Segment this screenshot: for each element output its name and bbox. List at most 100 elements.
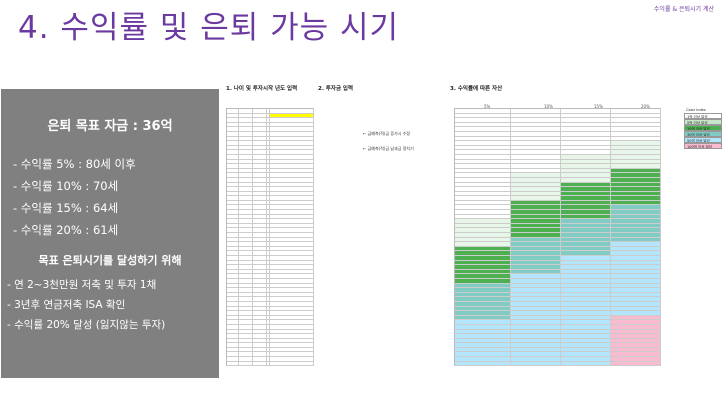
grid-cell	[511, 324, 561, 330]
grid-cell	[253, 306, 267, 312]
grid-cell	[270, 274, 314, 279]
grid-cell	[267, 223, 270, 229]
grid-cell	[227, 131, 239, 137]
grid-cell	[227, 223, 239, 229]
grid-cell	[239, 246, 253, 252]
grid-cell	[511, 109, 561, 114]
grid-row	[455, 347, 661, 353]
grid-cell	[511, 122, 561, 128]
grid-cell	[270, 338, 314, 344]
grid-cell	[611, 228, 661, 234]
grid-cell	[455, 145, 511, 151]
grid-cell	[270, 301, 314, 307]
grid-row	[455, 154, 661, 160]
grid-cell	[455, 265, 511, 270]
grid-cell	[455, 233, 511, 238]
grid-cell	[561, 182, 611, 188]
grid-cell	[267, 177, 270, 183]
plan-step-2: - 3년후 연금저축 ISA 확인	[7, 299, 126, 311]
grid-cell	[267, 343, 270, 348]
grid-cell	[511, 118, 561, 123]
grid-cell	[227, 122, 239, 128]
grid-cell	[267, 361, 270, 367]
grid-cell	[227, 182, 239, 188]
grid-cell	[511, 131, 561, 137]
grid-row	[227, 219, 314, 224]
grid-cell	[253, 260, 267, 266]
grid-cell	[270, 223, 314, 229]
grid-cell	[239, 283, 253, 289]
grid-cell	[227, 187, 239, 192]
grid-row	[455, 109, 661, 114]
grid-cell	[270, 118, 314, 123]
grid-cell	[561, 228, 611, 234]
grid-cell	[267, 164, 270, 169]
grid-cell	[270, 292, 314, 298]
grid-cell	[611, 311, 661, 316]
grid-row	[227, 118, 314, 123]
grid-row	[455, 297, 661, 302]
section-assets: 3. 수익률에 따른 자산	[450, 86, 503, 92]
grid-cell	[253, 269, 267, 275]
grid-cell	[267, 297, 270, 302]
grid-cell	[253, 205, 267, 211]
grid-cell	[511, 173, 561, 178]
grid-cell	[511, 343, 561, 348]
grid-cell	[270, 164, 314, 169]
grid-cell	[227, 260, 239, 266]
grid-row	[455, 177, 661, 183]
legend-item-3: 10억 이상 달성	[684, 125, 722, 131]
grid-cell	[239, 145, 253, 151]
grid-row	[455, 141, 661, 146]
grid-cell	[239, 219, 253, 224]
grid-row	[227, 109, 314, 114]
grid-cell	[239, 228, 253, 234]
grid-cell	[611, 168, 661, 174]
grid-cell	[239, 168, 253, 174]
grid-row	[227, 200, 314, 206]
grid-cell	[239, 141, 253, 146]
grid-row	[227, 256, 314, 261]
grid-cell	[227, 150, 239, 155]
grid-cell	[227, 334, 239, 339]
grid-row	[227, 361, 314, 367]
grid-cell	[227, 173, 239, 178]
grid-row	[455, 329, 661, 335]
grid-cell	[270, 145, 314, 151]
grid-row	[227, 187, 314, 192]
grid-cell	[239, 182, 253, 188]
grid-cell	[611, 260, 661, 266]
grid-cell	[239, 118, 253, 123]
grid-cell	[455, 173, 511, 178]
grid-cell	[611, 343, 661, 348]
grid-cell	[267, 141, 270, 146]
grid-cell	[455, 242, 511, 247]
grid-cell	[455, 269, 511, 275]
grid-cell	[611, 297, 661, 302]
grid-cell	[511, 306, 561, 312]
grid-cell	[253, 109, 267, 114]
grid-row	[455, 246, 661, 252]
grid-cell	[239, 297, 253, 302]
grid-cell	[611, 150, 661, 155]
grid-cell	[561, 187, 611, 192]
grid-cell	[239, 306, 253, 312]
grid-row	[227, 177, 314, 183]
grid-cell	[561, 283, 611, 289]
grid-cell	[267, 292, 270, 298]
grid-row	[455, 205, 661, 211]
grid-cell	[239, 200, 253, 206]
grid-row	[455, 191, 661, 197]
grid-cell	[611, 329, 661, 335]
grid-row	[227, 324, 314, 330]
grid-cell	[561, 173, 611, 178]
grid-row	[455, 145, 661, 151]
grid-cell	[561, 260, 611, 266]
grid-cell	[227, 191, 239, 197]
grid-cell	[253, 352, 267, 358]
grid-cell	[239, 288, 253, 293]
grid-cell	[511, 191, 561, 197]
grid-cell	[511, 219, 561, 224]
grid-cell	[270, 182, 314, 188]
grid-cell	[561, 145, 611, 151]
